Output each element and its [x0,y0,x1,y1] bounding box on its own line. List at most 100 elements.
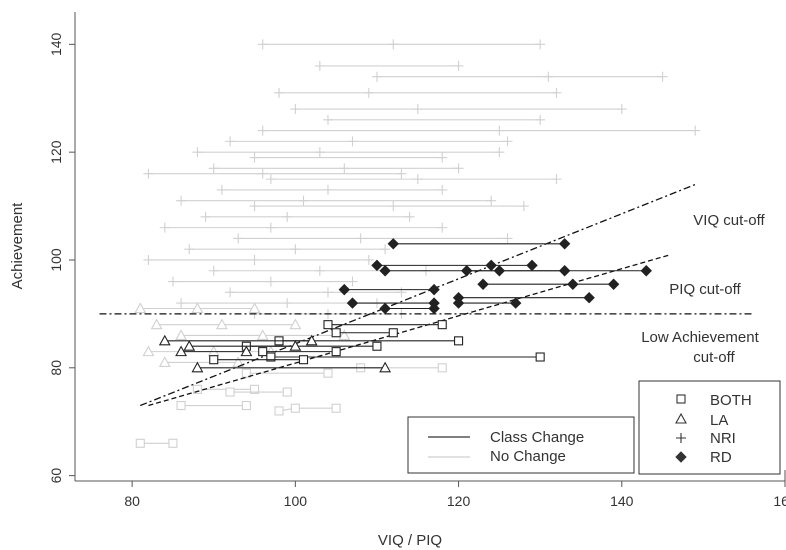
unchanged-point-la [248,302,261,314]
unchanged-point-nri [249,152,260,163]
unchanged-point-nri [225,136,236,147]
unchanged-point-nri [396,168,407,179]
y-tick-label: 120 [48,140,64,164]
unchanged-point-nri [551,174,562,185]
changed-series [331,328,398,338]
changed-series [209,355,309,365]
changed-point-rd [452,297,465,309]
x-tick-label: 160 [773,493,786,509]
unchanged-series [167,276,358,287]
changed-point-la [183,340,196,351]
legend-label-both: BOTH [710,392,752,409]
x-axis-title: VIQ / PIQ [378,532,442,549]
unchanged-point-nri [282,211,293,222]
unchanged-point-nri [453,60,464,71]
y-tick-label: 140 [48,32,64,56]
unchanged-point-nri [616,104,627,115]
unchanged-point-la [175,329,188,340]
unchanged-point-nri [494,147,505,158]
changed-point-both [372,341,382,351]
unchanged-point-nri [208,163,219,174]
changed-series [266,352,545,362]
unchanged-point-nri [249,254,260,265]
unchanged-point-la [158,356,171,367]
unchanged-series [249,152,448,163]
changed-point-rd [428,302,440,315]
unchanged-point-both [241,368,251,378]
unchanged-series [175,329,351,340]
unchanged-series [249,201,529,212]
unchanged-series [176,195,497,206]
unchanged-point-nri [159,222,170,233]
unchanged-series [216,184,448,195]
unchanged-series [135,438,178,448]
changed-point-la [158,334,171,346]
unchanged-point-nri [543,71,554,82]
changed-point-rd [567,278,579,290]
unchanged-point-nri [176,298,187,309]
unchanged-point-both [225,387,235,397]
unchanged-point-nri [184,244,195,255]
unchanged-point-nri [347,276,358,287]
unchanged-point-nri [371,71,382,82]
changed-series [452,297,522,309]
unchanged-point-nri [143,254,154,265]
unchanged-point-nri [216,184,227,195]
legend-both-marker [676,394,686,404]
changed-point-rd [379,302,391,315]
changed-point-both [298,355,309,365]
changed-point-rd [640,265,652,277]
unchanged-point-nri [282,298,293,309]
unchanged-series [274,87,562,98]
line-legend: Class Change No Change [407,416,635,474]
unchanged-series [314,60,464,71]
unchanged-point-both [290,403,300,413]
unchanged-series [143,254,374,265]
unchanged-point-nri [257,125,268,136]
changed-point-both [535,352,545,362]
unchanged-point-nri [551,87,562,98]
changed-point-la [175,345,188,357]
unchanged-series [274,403,341,416]
x-tick-label: 140 [610,493,634,509]
unchanged-series [371,71,668,82]
unchanged-series [134,302,261,314]
legend-marker-rd [675,451,687,463]
unchanged-series [200,211,415,222]
changed-series [379,302,440,315]
unchanged-point-nri [412,104,423,115]
unchanged-series [143,168,407,179]
unchanged-point-nri [290,104,301,115]
unchanged-point-nri [486,195,497,206]
unchanged-point-nri [404,211,415,222]
unchanged-point-nri [265,222,276,233]
unchanged-point-la [142,345,155,357]
unchanged-point-nri [657,71,668,82]
unchanged-point-nri [396,287,407,298]
reference-lines-layer [99,183,753,407]
changed-point-both [266,352,276,362]
unchanged-point-nri [388,39,399,50]
changed-point-rd [485,259,497,272]
reference-line [140,183,696,407]
unchanged-series [225,136,513,147]
unchanged-point-nri [437,184,448,195]
unchanged-point-nri [274,87,285,98]
unchanged-point-nri [167,276,178,287]
changed-point-both [209,355,219,365]
unchanged-point-both [249,384,260,394]
legend-la-marker [675,412,687,424]
unchanged-series [257,39,546,50]
unchanged-point-la [289,318,302,330]
unchanged-point-nri [192,147,203,158]
changed-series [338,283,440,296]
unchanged-series [225,287,407,298]
unchanged-point-nri [314,60,325,71]
x-ticks: 80 100 120 140 160 [124,481,786,509]
unchanged-point-both [282,387,292,397]
changed-series [258,347,341,357]
unchanged-point-nri [535,114,546,125]
changed-point-rd [461,265,473,277]
x-tick-label: 120 [447,493,471,509]
unchanged-point-nri [176,195,187,206]
